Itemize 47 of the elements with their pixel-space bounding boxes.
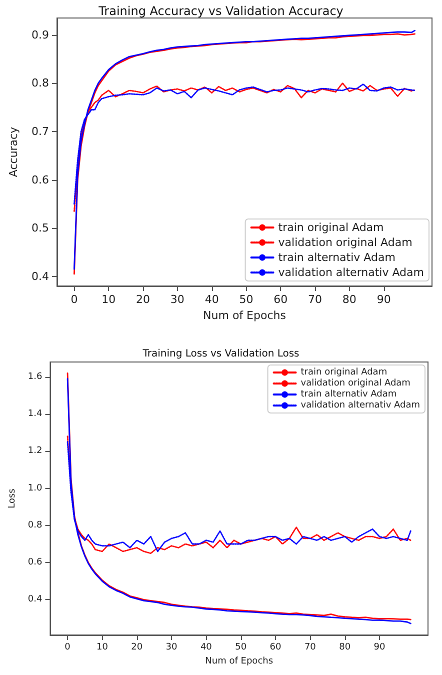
x-tick-label: 20 [136,293,150,306]
x-tick-label: 0 [64,642,71,652]
x-tick-label: 90 [376,293,391,306]
x-tick-label: 50 [235,642,247,652]
legend-label: train alternativ Adam [300,390,397,400]
y-tick-label: 1.0 [28,483,42,494]
chart-title: Training Accuracy vs Validation Accuracy [98,4,344,18]
legend-label: train original Adam [300,368,388,378]
x-tick-label: 60 [274,293,288,306]
x-axis-title: Num of Epochs [205,656,274,666]
y-tick-label: 1.4 [28,409,42,419]
legend-label: validation original Adam [278,236,412,249]
legend-label: train alternativ Adam [278,251,396,264]
y-tick-label: 0.7 [32,124,49,138]
x-tick-label: 90 [374,642,386,652]
y-tick-label: 0.9 [32,28,49,42]
x-tick-label: 0 [70,293,78,306]
y-tick-label: 0.6 [32,173,49,186]
y-tick-label: 0.8 [32,76,49,90]
legend-label: validation alternativ Adam [300,400,420,410]
x-tick-label: 40 [204,293,219,306]
x-tick-label: 10 [96,642,108,652]
x-tick-label: 80 [339,642,351,652]
x-tick-label: 70 [308,293,322,306]
x-tick-label: 40 [200,642,212,652]
x-axis-title: Num of Epochs [203,309,286,322]
y-tick-label: 0.5 [32,222,49,235]
y-tick-label: 0.4 [32,270,49,283]
y-tick-label: 1.2 [28,446,42,456]
legend-label: train original Adam [278,221,384,234]
x-tick-label: 60 [270,642,282,652]
x-tick-label: 50 [239,293,254,306]
y-axis-title: Loss [8,488,18,508]
y-tick-label: 0.8 [28,520,42,530]
chart-title: Training Loss vs Validation Loss [142,348,300,360]
y-tick-label: 0.4 [28,594,42,605]
x-tick-label: 20 [131,642,143,652]
y-axis-title: Accuracy [7,126,20,178]
legend-label: validation alternativ Adam [278,266,424,279]
y-tick-label: 1.6 [28,372,42,382]
x-tick-label: 30 [170,293,184,306]
legend-label: validation original Adam [300,378,410,388]
x-tick-label: 80 [342,293,356,306]
x-tick-label: 70 [304,642,316,652]
x-tick-label: 30 [166,642,178,652]
y-tick-label: 0.6 [28,558,42,568]
x-tick-label: 10 [102,293,116,306]
